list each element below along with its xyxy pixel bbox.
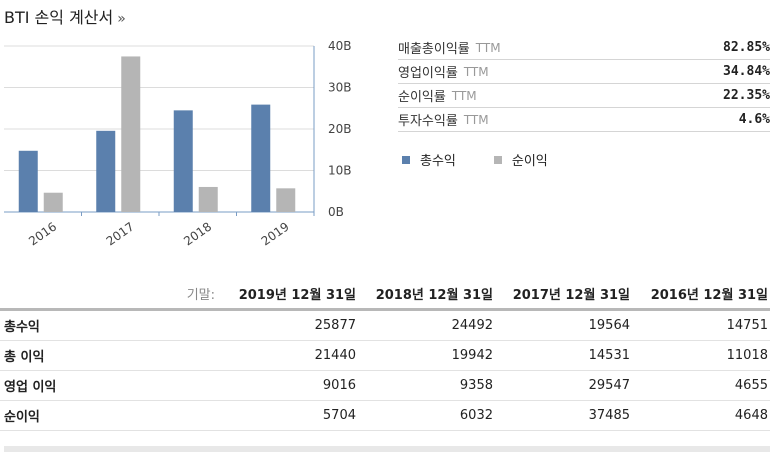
bar-2016-1 <box>43 192 63 212</box>
cell: 29547 <box>495 370 632 401</box>
cell: 4648 <box>632 400 770 431</box>
legend-label-net-income: 순이익 <box>511 154 548 169</box>
legend-item-revenue: 총수익 <box>402 150 456 169</box>
ratio-value: 4.6% <box>738 112 770 127</box>
ratio-value: 34.84% <box>723 64 770 79</box>
table-header-blank <box>0 280 90 310</box>
page-title-text: BTI 손익 계산서 <box>4 8 114 27</box>
ratio-ttm: TTM <box>463 112 489 127</box>
y-tick-label: 10B <box>328 164 352 178</box>
ratio-list: 매출총이익률 TTM 82.85% 영업이익률 TTM 34.84% 순이익률 … <box>398 36 770 132</box>
y-tick-label: 40B <box>328 39 352 53</box>
bar-2018-0 <box>173 110 193 212</box>
period-label-text: 기말: <box>186 288 215 303</box>
table-header-row: 기말: 2019년 12월 31일 2018년 12월 31일 2017년 12… <box>0 280 770 310</box>
legend-swatch-revenue <box>402 155 410 164</box>
cell-empty <box>90 309 221 341</box>
cell: 4655 <box>632 370 770 401</box>
ratio-ttm: TTM <box>463 64 489 79</box>
row-label: 영업 이익 <box>0 370 90 401</box>
ratio-ttm: TTM <box>451 88 477 103</box>
cell: 14531 <box>495 340 632 371</box>
x-tick-label: 2019 <box>259 220 292 249</box>
bar-2019-1 <box>276 188 296 212</box>
table-header-period-label: 기말: <box>90 280 221 310</box>
y-tick-label: 30B <box>328 81 352 95</box>
table-header-col: 2019년 12월 31일 <box>238 288 356 303</box>
page-title[interactable]: BTI 손익 계산서» <box>4 4 126 28</box>
income-table-wrap: 기말: 2019년 12월 31일 2018년 12월 31일 2017년 12… <box>0 280 773 431</box>
bar-2017-0 <box>96 130 116 212</box>
table-row: 순이익 5704 6032 37485 4648 <box>0 400 770 431</box>
cell: 9358 <box>358 370 495 401</box>
bar-2018-1 <box>198 186 218 212</box>
legend-swatch-net-income <box>493 155 502 164</box>
ratio-row-gross-margin: 매출총이익률 TTM 82.85% <box>398 36 770 60</box>
income-bar-chart: 0B 10B 20B 30B 40B 2016 2017 2018 2019 <box>4 39 352 249</box>
ratio-ttm: TTM <box>475 40 501 55</box>
y-tick-label: 0B <box>328 205 344 219</box>
table-header-col: 2016년 12월 31일 <box>650 288 768 303</box>
bar-2019-0 <box>251 104 271 212</box>
ratio-label: 매출총이익률 <box>398 42 470 57</box>
ratio-row-net-margin: 순이익률 TTM 22.35% <box>398 84 770 108</box>
cell: 25877 <box>221 309 358 341</box>
table-header-col: 2018년 12월 31일 <box>375 288 493 303</box>
cell: 24492 <box>358 309 495 341</box>
cell-empty <box>90 370 221 401</box>
bar-2016-0 <box>18 150 38 212</box>
chart-legend: 총수익 순이익 <box>402 150 586 169</box>
cell: 37485 <box>495 400 632 431</box>
cell: 11018 <box>632 340 770 371</box>
ratio-row-operating-margin: 영업이익률 TTM 34.84% <box>398 60 770 84</box>
ratio-row-roi: 투자수익률 TTM 4.6% <box>398 108 770 132</box>
y-tick-label: 20B <box>328 122 352 136</box>
cell-empty <box>90 400 221 431</box>
cell: 9016 <box>221 370 358 401</box>
row-label: 총수익 <box>0 309 90 341</box>
x-tick-label: 2016 <box>26 220 59 249</box>
cell: 14751 <box>632 309 770 341</box>
legend-label-revenue: 총수익 <box>420 154 456 169</box>
table-header-col: 2017년 12월 31일 <box>512 288 630 303</box>
row-label: 총 이익 <box>0 340 90 371</box>
x-tick-label: 2017 <box>104 220 137 249</box>
ratio-label: 영업이익률 <box>398 66 458 81</box>
ratio-label: 투자수익률 <box>398 114 458 129</box>
cell: 6032 <box>358 400 495 431</box>
cell-empty <box>90 340 221 371</box>
x-tick-label: 2018 <box>181 220 214 249</box>
legend-item-net-income: 순이익 <box>493 150 548 169</box>
bottom-scrollbar[interactable] <box>4 446 770 452</box>
income-table: 기말: 2019년 12월 31일 2018년 12월 31일 2017년 12… <box>0 280 770 431</box>
table-row: 총 이익 21440 19942 14531 11018 <box>0 340 770 371</box>
cell: 5704 <box>221 400 358 431</box>
cell: 21440 <box>221 340 358 371</box>
ratio-label: 순이익률 <box>398 90 446 105</box>
bar-2017-1 <box>121 56 141 212</box>
table-row: 총수익 25877 24492 19564 14751 <box>0 309 770 341</box>
ratio-value: 82.85% <box>723 40 770 55</box>
table-row: 영업 이익 9016 9358 29547 4655 <box>0 370 770 401</box>
cell: 19942 <box>358 340 495 371</box>
ratio-value: 22.35% <box>723 88 770 103</box>
row-label: 순이익 <box>0 400 90 431</box>
title-arrow-icon: » <box>117 11 126 27</box>
cell: 19564 <box>495 309 632 341</box>
